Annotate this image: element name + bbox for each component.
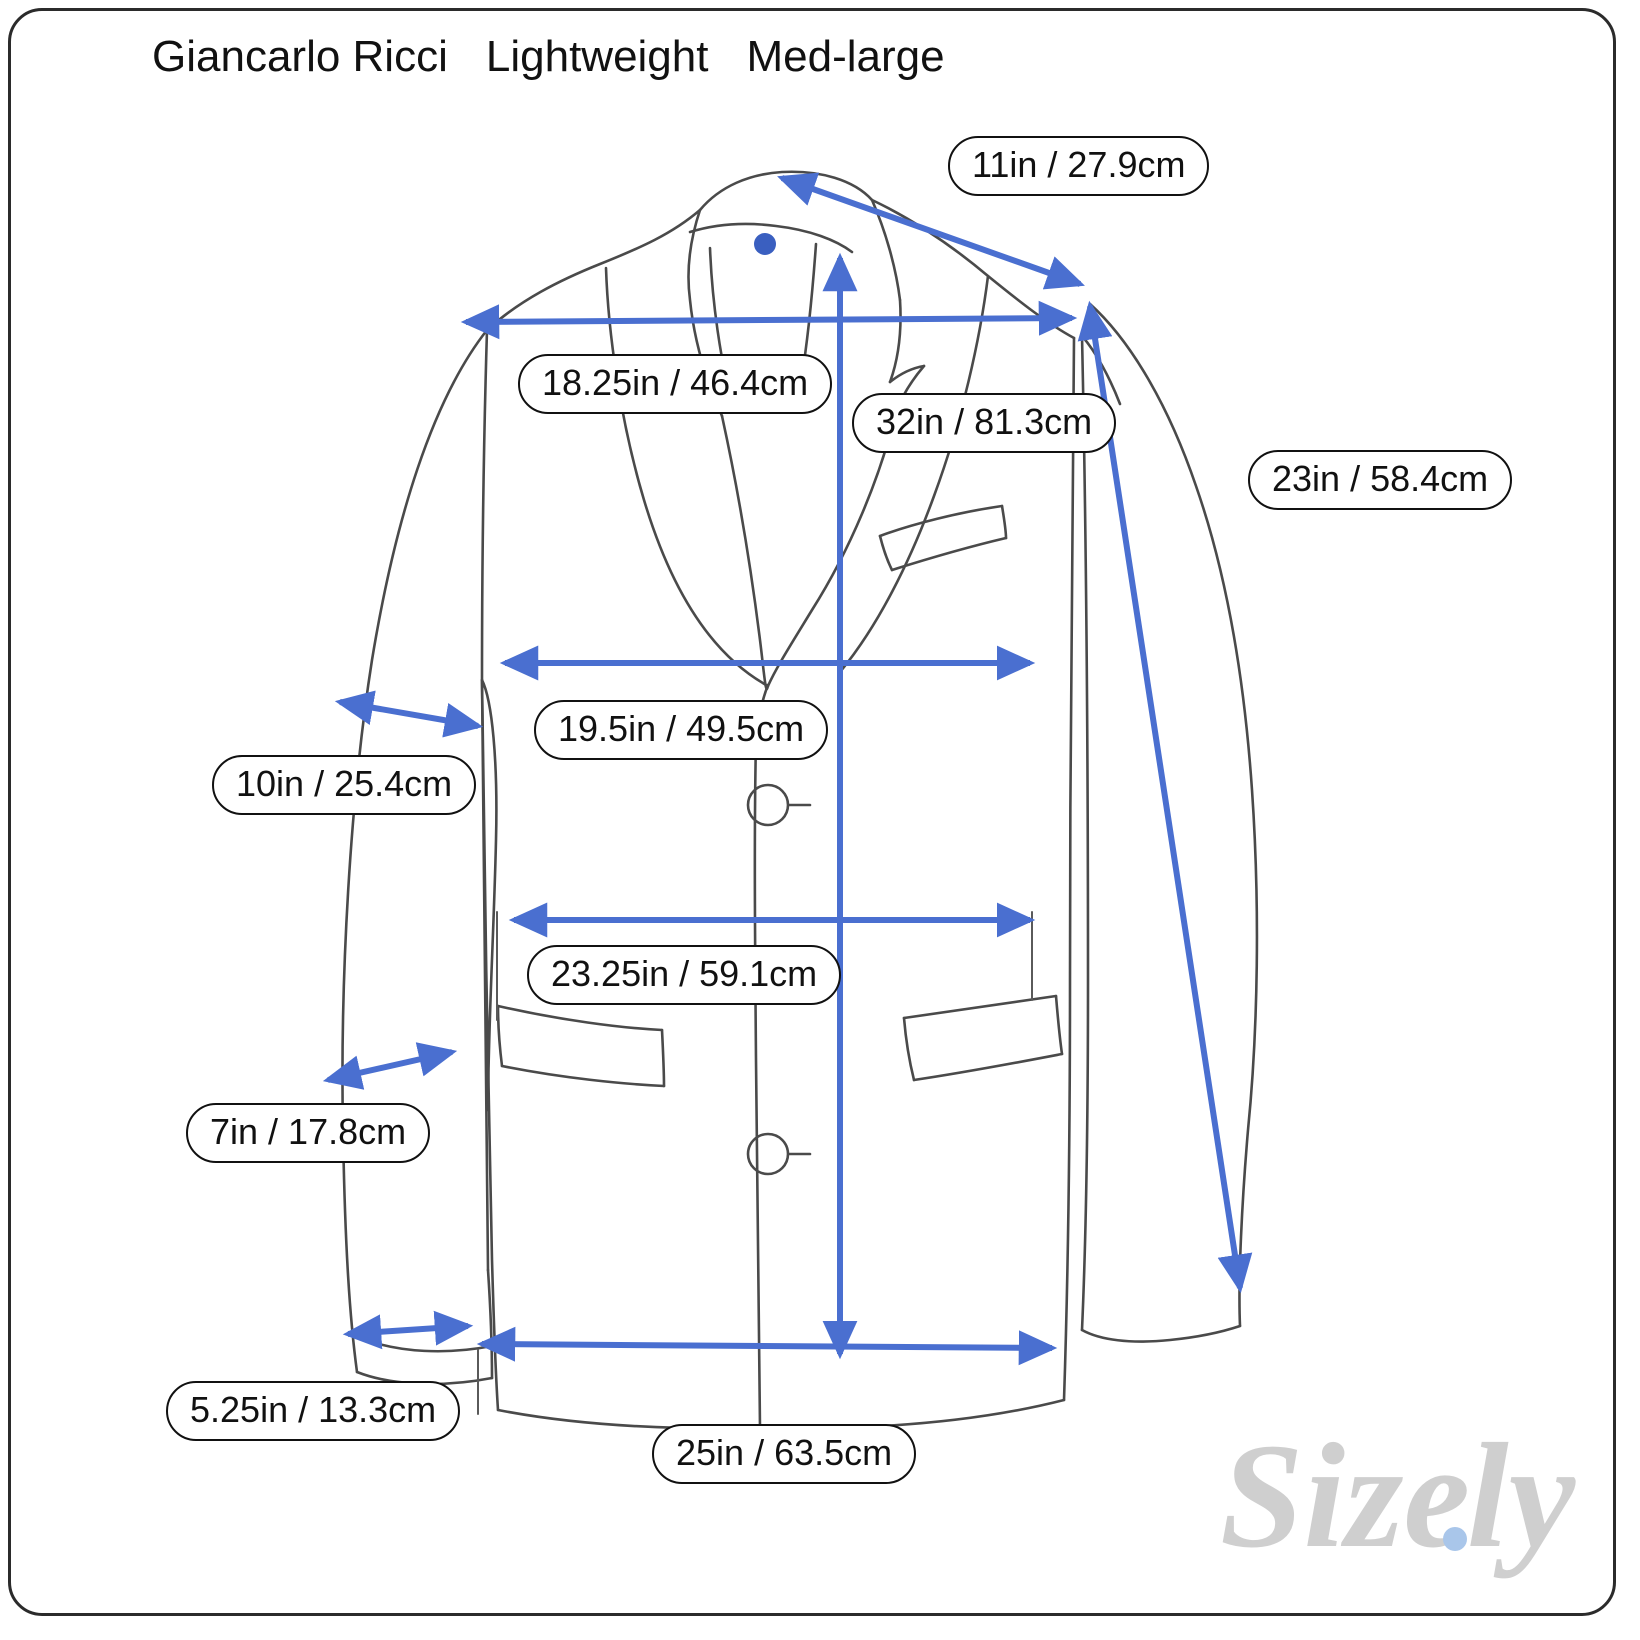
sizely-logo-text: Size [1220, 1413, 1470, 1579]
arrow-bicep-width [334, 690, 484, 738]
arrow-sleeve-length [1077, 300, 1253, 1294]
callout-chest-width: 19.5in / 49.5cm [534, 700, 829, 760]
callout-body-length: 32in / 81.3cm [852, 393, 1117, 453]
callout-cuff-width: 5.25in / 13.3cm [166, 1381, 461, 1441]
arrow-hem-width [476, 1326, 1058, 1366]
callout-shoulder-slope: 11in / 27.9cm [948, 136, 1210, 196]
left-pocket-left [496, 1004, 504, 1068]
callout-hem-width: 25in / 63.5cm [652, 1424, 917, 1484]
arrow-shoulder-slope [777, 172, 1085, 290]
sizely-logo: Size ly [1220, 1413, 1577, 1579]
callout-shoulder-width: 18.25in / 46.4cm [518, 354, 833, 414]
callout-waist-width: 23.25in / 59.1cm [527, 945, 842, 1005]
title-brand: Giancarlo Ricci [152, 32, 448, 81]
callout-forearm-width: 7in / 17.8cm [186, 1103, 431, 1163]
left-shoulder-seam [485, 208, 702, 332]
arrow-shoulder-width [460, 300, 1078, 340]
breast-pocket-bottom [890, 536, 1008, 572]
breast-pocket-right [1000, 504, 1008, 540]
left-cuff-fold [364, 1338, 494, 1353]
breast-pocket-left [878, 534, 894, 572]
left-pocket-right [660, 1028, 666, 1088]
left-sleeve-crease [480, 678, 498, 1112]
right-lapel-outer [838, 274, 990, 674]
right-armhole-line [1080, 334, 1090, 1332]
left-sleeve-outer-line [341, 328, 489, 1374]
page-title: Giancarlo Ricci Lightweight Med-large [152, 32, 945, 82]
neck-point-marker [754, 233, 776, 255]
right-pocket-bottom [912, 1052, 1064, 1082]
right-pocket-top [902, 994, 1058, 1020]
breast-pocket-top [878, 504, 1004, 538]
right-lapel-top [888, 298, 902, 384]
arrow-forearm-width [322, 1042, 458, 1090]
left-pocket-top [496, 1004, 664, 1032]
title-weight: Lightweight [485, 32, 709, 81]
arrow-cuff-width [342, 1310, 474, 1350]
right-pocket-left [902, 1016, 916, 1082]
right-sleeve-hem [1080, 1324, 1242, 1343]
left-lapel-outer [604, 266, 770, 688]
callout-bicep-width: 10in / 25.4cm [212, 755, 477, 815]
button-bottom [746, 1132, 790, 1176]
sizely-logo-suffix: ly [1467, 1413, 1577, 1579]
center-front-line [753, 738, 762, 1430]
sizely-logo-dot [1443, 1527, 1467, 1551]
callout-sleeve-length: 23in / 58.4cm [1248, 450, 1513, 510]
left-sleeve-cuff-edge [486, 1268, 494, 1380]
left-pocket-bottom [500, 1064, 666, 1088]
right-body-side-line [1062, 336, 1076, 1402]
left-lapel-line [720, 414, 770, 691]
right-pocket-right [1054, 994, 1064, 1056]
title-size: Med-large [746, 32, 945, 81]
right-lapel-inner [766, 410, 898, 688]
notch-upper [888, 364, 926, 384]
